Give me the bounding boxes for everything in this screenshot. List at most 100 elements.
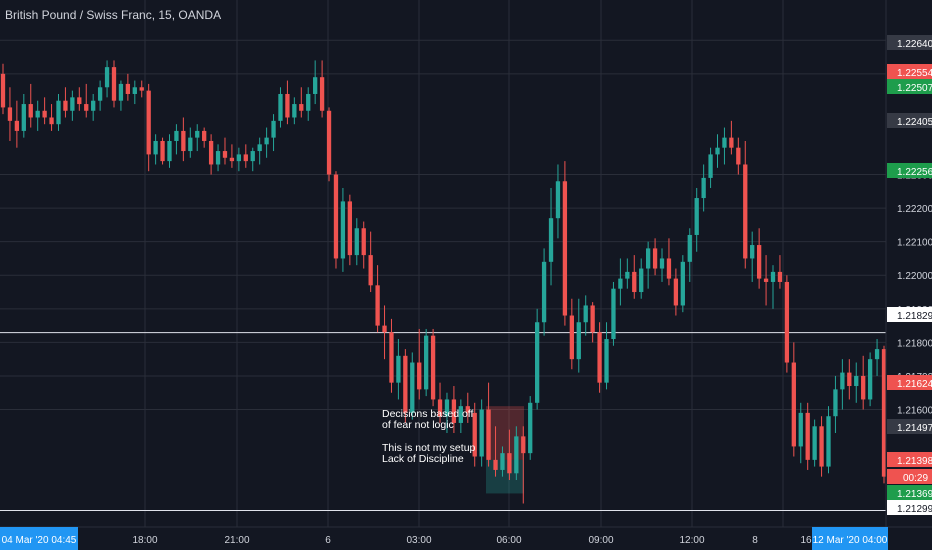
candle-body xyxy=(847,372,852,387)
candle-body xyxy=(285,93,290,118)
candle-body xyxy=(195,130,200,138)
price-label-box xyxy=(887,35,932,50)
candle-body xyxy=(264,137,269,145)
candle-body xyxy=(104,67,110,88)
candle-body xyxy=(562,181,568,316)
time-tick-label: 18:00 xyxy=(132,535,157,546)
candle-body xyxy=(417,362,422,390)
candle-body xyxy=(347,201,353,256)
time-end-label: 12 Mar '20 04:00 xyxy=(813,535,888,546)
candle-body xyxy=(139,87,144,91)
risk-reward-box[interactable] xyxy=(486,406,524,494)
candle-body xyxy=(750,245,755,259)
grid-lines xyxy=(0,0,886,527)
candle-body xyxy=(181,130,186,152)
time-end-label-box xyxy=(812,527,888,550)
candle-body xyxy=(410,362,415,413)
candle-body xyxy=(798,412,803,447)
candle-body xyxy=(125,83,131,94)
time-tick-label: 16 xyxy=(800,535,812,546)
price-label: 1.21497 xyxy=(897,423,932,434)
price-label: 1.21398 xyxy=(897,456,932,467)
candle-body xyxy=(597,332,602,383)
price-label-box xyxy=(887,419,932,434)
time-start-label-box xyxy=(0,527,78,550)
price-label: 00:29 xyxy=(903,473,928,484)
candle-body xyxy=(514,436,519,474)
time-tick-label: 12:00 xyxy=(679,535,704,546)
candle-body xyxy=(784,281,790,363)
candle-body xyxy=(652,248,658,269)
candle-body xyxy=(111,67,117,101)
candle-body xyxy=(472,412,477,457)
time-tick-label: 6 xyxy=(325,535,331,546)
candle-body xyxy=(777,271,783,282)
candle-body xyxy=(361,228,366,256)
annotation-text: Decisions based off xyxy=(382,408,474,420)
candle-body xyxy=(673,278,679,306)
annotation-text: This is not my setup xyxy=(382,442,476,454)
price-label-box xyxy=(887,64,932,79)
candle-body xyxy=(160,140,165,162)
price-tick-label: 1.22000 xyxy=(897,271,932,282)
candle-body xyxy=(63,100,68,111)
candle-body xyxy=(389,332,394,383)
candle-body xyxy=(715,147,720,155)
candle-body xyxy=(458,406,463,423)
time-start-label: 04 Mar '20 04:45 xyxy=(2,535,77,546)
price-label-box xyxy=(887,500,932,515)
candle-body xyxy=(174,130,179,141)
price-label: 1.22507 xyxy=(897,83,932,94)
candle-body xyxy=(444,399,450,417)
candle-body xyxy=(424,335,429,390)
price-tick-label: 1.21800 xyxy=(897,338,932,349)
candle-body xyxy=(354,228,359,256)
candle-body xyxy=(278,93,283,121)
candle-body xyxy=(35,110,40,118)
time-tick-label: 21:00 xyxy=(224,535,249,546)
candle-body xyxy=(694,198,699,235)
price-label: 1.21624 xyxy=(897,379,932,390)
candle-body xyxy=(118,83,124,101)
candle-body xyxy=(639,268,644,293)
candle-body xyxy=(49,117,54,125)
price-label-box xyxy=(887,307,932,322)
candle-body xyxy=(881,349,887,477)
price-axis[interactable]: 1.227001.226001.223001.222001.221001.220… xyxy=(885,0,932,550)
candle-body xyxy=(770,271,776,282)
candle-body xyxy=(14,120,20,131)
candle-body xyxy=(590,305,595,333)
candle-body xyxy=(167,140,172,162)
chart-title: British Pound / Swiss Franc, 15, OANDA xyxy=(5,8,222,22)
candle-body xyxy=(680,261,685,306)
candle-body xyxy=(618,278,623,289)
candle-body xyxy=(396,355,401,383)
candle-body xyxy=(583,305,588,323)
candle-body xyxy=(299,104,304,111)
price-label: 1.22405 xyxy=(897,117,932,128)
time-axis[interactable]: 18:00 21:00 6 03:00 06:00 09:00 12:00 8 16 04 Mar… xyxy=(0,526,932,550)
candles xyxy=(0,60,887,504)
candle-body xyxy=(403,355,408,413)
candle-body xyxy=(146,90,151,155)
price-label-box xyxy=(887,113,932,128)
candle-body xyxy=(548,218,554,262)
price-label: 1.22256 xyxy=(897,167,932,178)
candle-body xyxy=(333,174,339,259)
time-tick-label: 06:00 xyxy=(496,535,521,546)
candle-body xyxy=(632,271,637,293)
annotation-text: of fear not logic xyxy=(382,419,454,431)
candle-body xyxy=(569,315,574,360)
candle-body xyxy=(791,362,796,447)
candle-body xyxy=(763,278,769,282)
candle-body xyxy=(229,157,235,162)
candle-body xyxy=(867,359,873,400)
price-label: 1.22554 xyxy=(897,68,932,79)
candle-body xyxy=(736,147,741,165)
candle-body xyxy=(340,201,346,259)
candle-body xyxy=(375,285,380,326)
candle-body xyxy=(874,349,880,360)
candle-body xyxy=(479,409,484,457)
candle-body xyxy=(7,107,13,121)
